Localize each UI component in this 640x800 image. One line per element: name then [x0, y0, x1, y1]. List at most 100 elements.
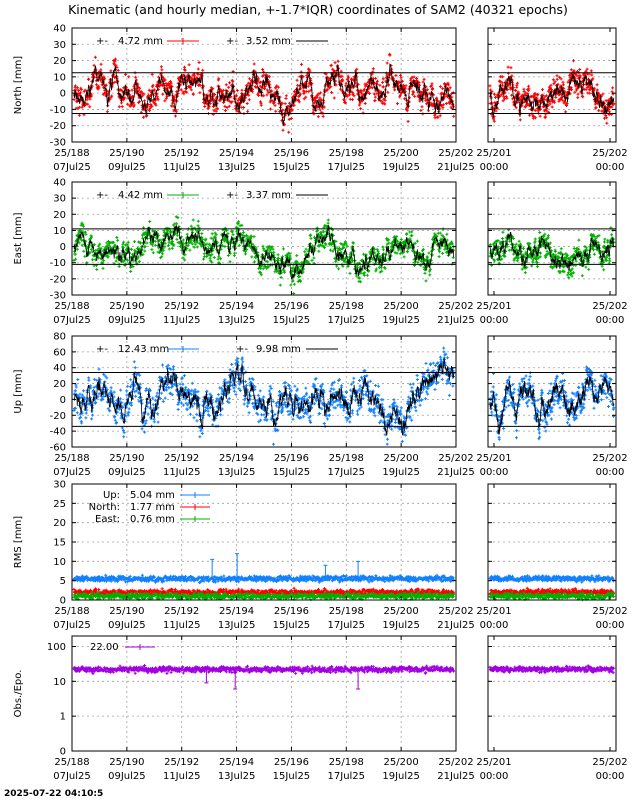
- y-tick-label: 10: [53, 677, 66, 688]
- legend-swatch: [180, 516, 210, 522]
- panel-east: 25/188 07Jul25 25/190 09Jul25 25/192 11Jul25 2…: [13, 178, 628, 327]
- y-tick-label: 10: [53, 226, 66, 237]
- series-north-median: [73, 63, 454, 126]
- x-tick-label-date: 00:00: [596, 162, 625, 173]
- subplot-up-zoom: 25/201 00:00 25/202 00:00: [476, 335, 628, 478]
- plot-frame: [487, 335, 617, 448]
- x-tick-label: 25/196: [274, 757, 309, 768]
- x-tick-label-date: 13Jul25: [218, 162, 256, 173]
- y-tick-label: 20: [53, 379, 66, 390]
- y-tick-label: 0: [60, 596, 66, 607]
- series-obs: [488, 664, 616, 675]
- series-rms-up: [72, 573, 456, 585]
- y-tick-label: 40: [53, 178, 66, 189]
- plot-frame: [487, 483, 617, 601]
- x-tick-label: 25/202: [592, 148, 627, 159]
- x-tick-label-date: 15Jul25: [273, 467, 311, 478]
- x-tick-label: 25/201: [476, 301, 511, 312]
- y-tick-label: -60: [50, 443, 66, 454]
- x-tick-label-date: 00:00: [480, 162, 509, 173]
- x-tick-label-date: 15Jul25: [273, 162, 311, 173]
- series-east-kinematic: [488, 226, 616, 280]
- y-tick-label: -10: [50, 105, 66, 116]
- x-tick-label-date: 09Jul25: [108, 315, 146, 326]
- plot-frame: [487, 635, 617, 752]
- series-up-median: [489, 376, 615, 435]
- y-axis-label: North [mm]: [13, 56, 24, 115]
- obs-dip: [233, 669, 238, 690]
- x-tick-label-date: 19Jul25: [382, 467, 420, 478]
- x-tick-label: 25/200: [384, 301, 419, 312]
- plot-frame: [487, 27, 617, 143]
- y-tick-label: 30: [53, 194, 66, 205]
- x-tick-label-date: 07Jul25: [53, 315, 91, 326]
- legend-swatch-kinematic: [167, 38, 199, 44]
- x-tick-label: 25/198: [329, 606, 364, 617]
- x-tick-label: 25/202: [438, 453, 473, 464]
- y-tick-label: 15: [53, 538, 66, 549]
- x-tick-label-date: 21Jul25: [437, 162, 475, 173]
- x-tick-label: 25/196: [274, 301, 309, 312]
- series-north-median: [489, 74, 615, 118]
- y-tick-label: 5: [60, 576, 66, 587]
- x-tick-label-date: 19Jul25: [382, 162, 420, 173]
- subplot-rms-main: 25/188 07Jul25 25/190 09Jul25 25/192 11Jul25 2…: [53, 480, 475, 632]
- x-tick-label-date: 17Jul25: [328, 771, 366, 782]
- x-tick-label-date: 17Jul25: [328, 162, 366, 173]
- y-tick-label: 30: [53, 480, 66, 491]
- legend-swatch: [180, 504, 210, 510]
- legend-value: 3.37 mm: [246, 190, 291, 201]
- y-tick-label: 20: [53, 518, 66, 529]
- x-tick-label: 25/192: [164, 301, 199, 312]
- x-tick-label-date: 00:00: [480, 467, 509, 478]
- rms-spike: [235, 553, 240, 579]
- x-tick-label-date: 21Jul25: [437, 467, 475, 478]
- x-tick-label-date: 13Jul25: [218, 467, 256, 478]
- plot-frame: [71, 335, 457, 448]
- x-tick-label: 25/198: [329, 757, 364, 768]
- x-tick-label: 25/192: [164, 757, 199, 768]
- y-tick-label: 20: [53, 56, 66, 67]
- x-tick-label: 25/198: [329, 148, 364, 159]
- x-tick-label: 25/201: [476, 606, 511, 617]
- panels-layer: 25/188 07Jul25 25/190 09Jul25 25/192 11Jul25 2…: [13, 24, 628, 783]
- x-tick-label: 25/190: [109, 757, 144, 768]
- x-tick-label-date: 07Jul25: [53, 467, 91, 478]
- legend-value: 22.00: [90, 642, 119, 653]
- y-tick-label: 0: [60, 242, 66, 253]
- x-tick-label: 25/202: [438, 606, 473, 617]
- y-tick-label: -20: [50, 411, 66, 422]
- y-tick-label: 0: [60, 89, 66, 100]
- legend-value: 4.42 mm: [118, 190, 163, 201]
- y-tick-label: 40: [53, 24, 66, 35]
- y-tick-label: 60: [53, 347, 66, 358]
- figure-title: Kinematic (and hourly median, +-1.7*IQR)…: [68, 2, 568, 17]
- legend-north: +- 4.72 mm +- 3.52 mm: [96, 36, 328, 47]
- legend-swatch-kinematic: [167, 346, 199, 352]
- x-tick-label-date: 13Jul25: [218, 771, 256, 782]
- subplot-north-main: 25/188 07Jul25 25/190 09Jul25 25/192 11Jul25 2…: [50, 24, 475, 174]
- x-tick-label-date: 00:00: [480, 771, 509, 782]
- x-tick-label-date: 13Jul25: [218, 315, 256, 326]
- x-tick-label-date: 11Jul25: [163, 620, 201, 631]
- rms-spike: [210, 558, 215, 579]
- legend-value: 3.52 mm: [246, 36, 291, 47]
- legend-value: 5.04 mm: [130, 490, 175, 501]
- series-east-median: [489, 231, 615, 271]
- x-tick-label-date: 00:00: [596, 315, 625, 326]
- y-tick-label: 100: [47, 642, 66, 653]
- plot-frame: [71, 635, 457, 752]
- x-tick-label-date: 09Jul25: [108, 467, 146, 478]
- series-up-kinematic: [488, 365, 616, 441]
- x-tick-label: 25/200: [384, 606, 419, 617]
- y-tick-label: 10: [53, 72, 66, 83]
- panel-north: 25/188 07Jul25 25/190 09Jul25 25/192 11Jul25 2…: [13, 24, 628, 174]
- y-tick-label: 1: [60, 712, 66, 723]
- x-tick-label: 25/201: [476, 148, 511, 159]
- subplot-obs-main: 25/188 07Jul25 25/190 09Jul25 25/192 11Jul25 2…: [47, 635, 475, 782]
- x-tick-label: 25/202: [592, 757, 627, 768]
- legend-marker: +-: [96, 344, 108, 355]
- x-tick-label: 25/196: [274, 148, 309, 159]
- panel-obs: 25/188 07Jul25 25/190 09Jul25 25/192 11Jul25 2…: [13, 635, 628, 782]
